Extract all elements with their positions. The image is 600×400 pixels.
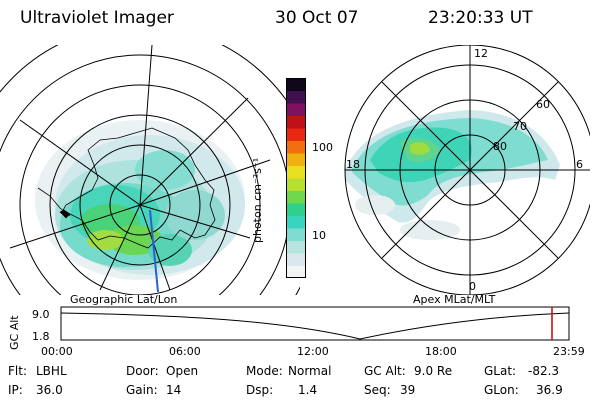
polar-grid: [344, 45, 590, 295]
colorbar-band: [286, 228, 306, 241]
filter-value: LBHL: [36, 364, 67, 378]
colorbar-unit-label: photon cm⁻²s⁻¹: [251, 157, 264, 243]
glon-value: 36.9: [536, 383, 563, 397]
geo-map-caption: Geographic Lat/Lon: [70, 293, 178, 306]
seq-label: Seq:: [364, 383, 391, 397]
time-tick-0600: 06:00: [169, 345, 201, 358]
glat-label: GLat:: [484, 364, 517, 378]
colorbar-tick-100: 100: [312, 141, 333, 154]
colorbar-band: [286, 115, 306, 129]
mlt-label-12: 12: [474, 47, 488, 60]
colorbar-band: [286, 165, 306, 179]
altitude-tick-1-8: 1.8: [32, 330, 50, 343]
time-tick-1800: 18:00: [425, 345, 457, 358]
colorbar-band: [286, 178, 306, 191]
altitude-plot: [60, 306, 570, 341]
gc-alt-value: 9.0 Re: [414, 364, 453, 378]
ground-track: [149, 209, 159, 293]
altitude-axis-label: GC Alt: [8, 315, 21, 350]
gain-value: 14: [166, 383, 182, 397]
ip-label: IP:: [8, 383, 23, 397]
dsp-label: Dsp:: [246, 383, 274, 397]
colorbar-tick-10: 10: [312, 229, 326, 242]
ip-value: 36.0: [36, 383, 63, 397]
time-tick-0000: 00:00: [41, 345, 73, 358]
mode-label: Mode:: [246, 364, 283, 378]
mode-value: Normal: [288, 364, 332, 378]
gc-alt-label: GC Alt:: [364, 364, 406, 378]
coastline: [61, 127, 216, 249]
glat-value: -82.3: [528, 364, 560, 378]
mlat-label-80: 80: [493, 140, 507, 153]
polar-map-caption: Apex MLat/MLT: [413, 293, 496, 306]
mlt-label-18: 18: [346, 158, 360, 171]
polar-aurora-image: [345, 110, 560, 240]
mlt-label-0: 0: [469, 280, 476, 293]
colorbar-band: [286, 140, 306, 154]
door-value: Open: [166, 364, 199, 378]
glon-label: GLon:: [484, 383, 519, 397]
instrument-title: Ultraviolet Imager: [20, 8, 174, 28]
dsp-value: 1.4: [298, 383, 318, 397]
filter-label: Flt:: [8, 364, 27, 378]
mlat-label-60: 60: [536, 98, 550, 111]
seq-value: 39: [400, 383, 416, 397]
mlt-label-6: 6: [576, 158, 583, 171]
header-date: 30 Oct 07: [275, 8, 359, 28]
colorbar-band: [286, 215, 306, 229]
geographic-map: [0, 45, 300, 295]
gain-label: Gain:: [126, 383, 158, 397]
altitude-tick-9: 9.0: [32, 308, 50, 321]
altitude-curve: [60, 312, 570, 340]
polar-map: [344, 45, 590, 295]
header-time: 23:20:33 UT: [428, 8, 533, 28]
colorbar-band: [286, 240, 306, 254]
colorbar-gradient: [286, 78, 306, 279]
colorbar-band: [286, 190, 306, 204]
colorbar-band: [286, 265, 306, 279]
time-tick-2359: 23:59: [553, 345, 585, 358]
colorbar-band: [286, 90, 306, 104]
colorbar-band: [286, 203, 306, 216]
geo-aurora-image: [35, 120, 245, 280]
colorbar: [286, 78, 306, 279]
colorbar-band: [286, 78, 306, 91]
colorbar-band: [286, 153, 306, 166]
time-tick-1200: 12:00: [297, 345, 329, 358]
colorbar-band: [286, 103, 306, 116]
colorbar-band: [286, 128, 306, 141]
door-label: Door:: [126, 364, 159, 378]
colorbar-band: [286, 253, 306, 266]
mlat-label-70: 70: [513, 120, 527, 133]
